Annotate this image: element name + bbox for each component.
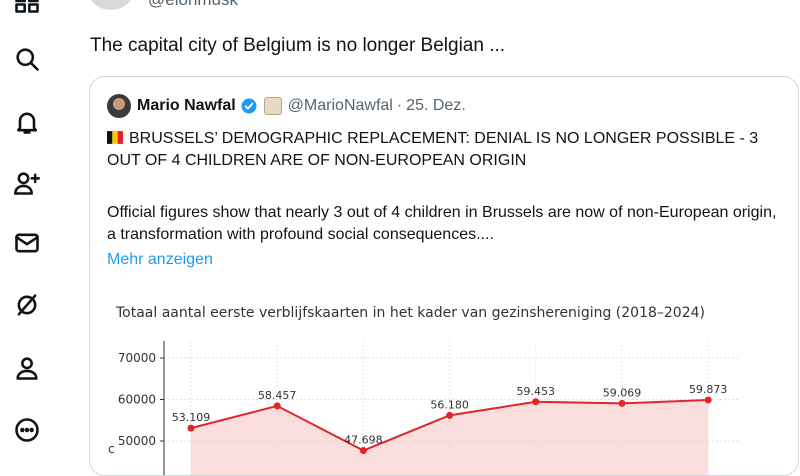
- search-icon[interactable]: [12, 44, 42, 74]
- quote-separator: ·: [396, 97, 403, 114]
- data-label: 59.069: [603, 386, 642, 399]
- data-label: 59.453: [517, 385, 556, 398]
- avatar[interactable]: [88, 0, 134, 10]
- data-label: 47.698: [344, 434, 383, 447]
- data-label: 58.457: [258, 389, 297, 402]
- bell-icon[interactable]: [12, 107, 42, 137]
- data-point: [618, 399, 626, 407]
- data-point: [704, 396, 712, 404]
- tweet-text: The capital city of Belgium is no longer…: [90, 35, 506, 56]
- y-tick-label: 70000: [118, 351, 156, 365]
- data-point: [532, 398, 540, 406]
- y-tick-label: 50000: [118, 434, 156, 448]
- affiliation-badge-icon: [263, 97, 282, 115]
- data-point: [187, 424, 195, 432]
- data-label: 56.180: [430, 398, 469, 411]
- more-icon[interactable]: [12, 415, 42, 445]
- quote-date[interactable]: 25. Dez.: [406, 97, 466, 114]
- grok-icon[interactable]: [12, 290, 42, 320]
- sidebar: [0, 0, 56, 450]
- mail-icon[interactable]: [12, 228, 42, 258]
- author-handle[interactable]: @elonmusk: [148, 0, 238, 10]
- quoted-tweet[interactable]: Mario Nawfal @MarioNawfal · 25. Dez. BRU…: [89, 76, 799, 476]
- quote-headline: BRUSSELS’ DEMOGRAPHIC REPLACEMENT: DENIA…: [107, 128, 787, 172]
- quote-author-name[interactable]: Mario Nawfal: [137, 97, 236, 114]
- show-more-link[interactable]: Mehr anzeigen: [107, 251, 213, 268]
- chart-title: Totaal aantal eerste verblijfskaarten in…: [115, 305, 705, 321]
- belgium-flag-icon: [107, 131, 123, 144]
- y-tick-label: 60000: [118, 393, 156, 407]
- quote-headline-text: BRUSSELS’ DEMOGRAPHIC REPLACEMENT: DENIA…: [107, 130, 759, 169]
- profile-icon[interactable]: [12, 353, 42, 383]
- data-point: [446, 411, 454, 419]
- quote-header: Mario Nawfal @MarioNawfal · 25. Dez.: [107, 94, 466, 118]
- quote-body: Official figures show that nearly 3 out …: [107, 204, 777, 243]
- verified-badge-icon: [241, 98, 257, 114]
- add-person-icon[interactable]: [12, 168, 42, 198]
- data-label: 59.873: [689, 383, 728, 396]
- y-axis-label-fragment: c: [108, 442, 115, 456]
- quote-author-handle[interactable]: @MarioNawfal: [287, 97, 393, 114]
- chart[interactable]: Totaal aantal eerste verblijfskaarten in…: [90, 291, 799, 476]
- data-point: [359, 447, 367, 455]
- chart-area-fill: [191, 400, 709, 475]
- data-label: 53.109: [172, 411, 211, 424]
- grid-icon[interactable]: [12, 0, 42, 16]
- data-point: [273, 402, 281, 410]
- quote-avatar[interactable]: [107, 94, 131, 118]
